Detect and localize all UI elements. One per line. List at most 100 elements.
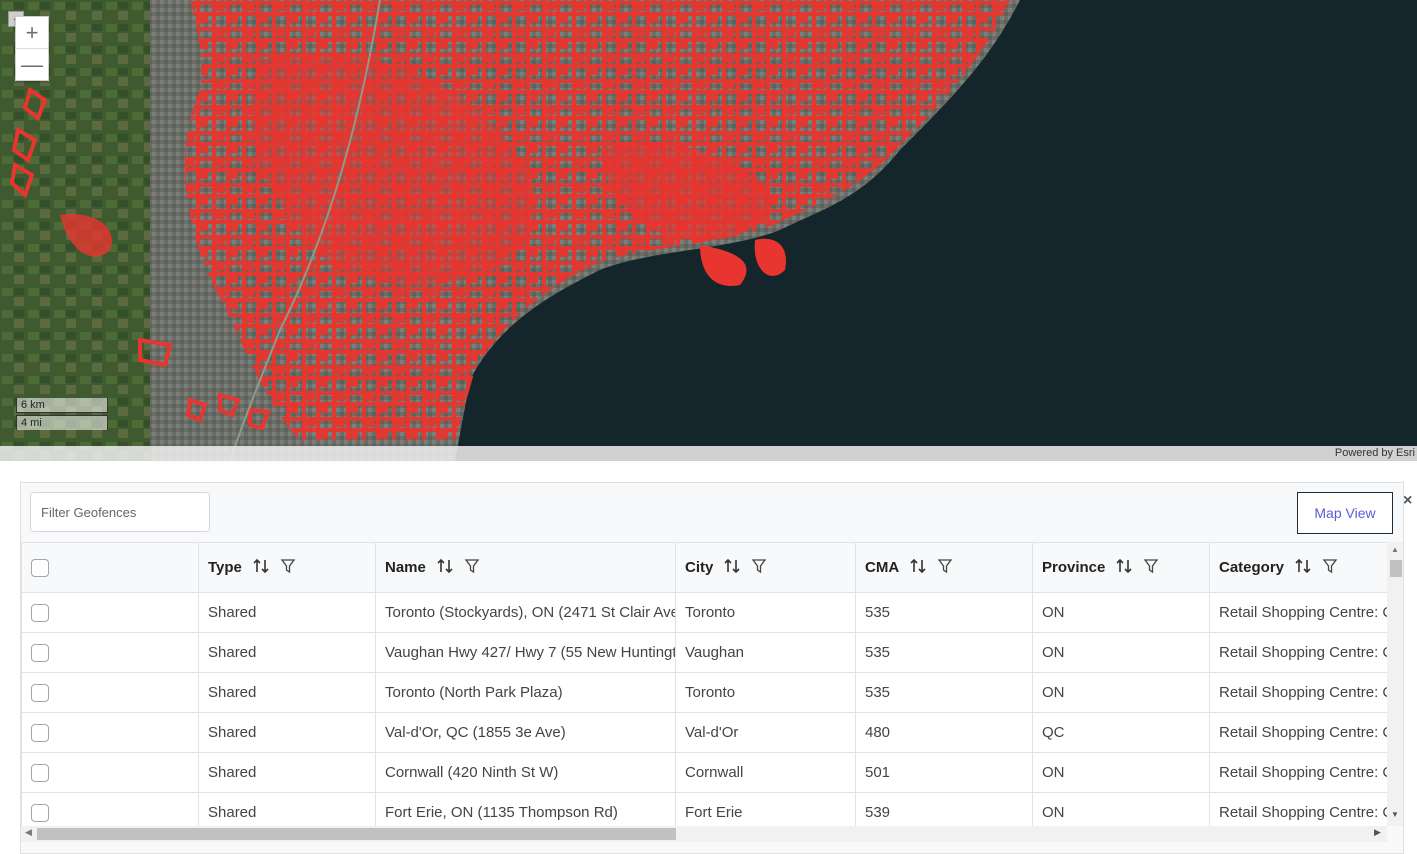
cell-category: Retail Shopping Centre: Community <box>1209 712 1387 753</box>
row-select-cell <box>21 632 199 673</box>
scale-km-label: 6 km <box>16 398 108 413</box>
cell-cma: 539 <box>855 792 1033 826</box>
sort-icon[interactable] <box>909 557 927 579</box>
cell-name: Val-d'Or, QC (1855 3e Ave) <box>375 712 676 753</box>
column-header-category: Category <box>1209 542 1387 593</box>
row-checkbox[interactable] <box>31 723 49 742</box>
geofence-grid: Type Name City CMA <box>21 542 1387 826</box>
column-label: Province <box>1042 559 1106 576</box>
column-label: Type <box>208 559 242 576</box>
sort-icon[interactable] <box>1294 557 1312 579</box>
vertical-scrollbar[interactable]: ▲ ▼ <box>1387 542 1403 826</box>
scroll-left-icon[interactable]: ◀ <box>25 827 32 837</box>
cell-category: Retail Shopping Centre: Community <box>1209 632 1387 673</box>
cell-category: Retail Shopping Centre: Community <box>1209 752 1387 793</box>
sort-icon[interactable] <box>436 557 454 579</box>
filter-geofences-input[interactable] <box>30 492 210 532</box>
cell-cma: 535 <box>855 632 1033 673</box>
cell-province: ON <box>1032 592 1210 633</box>
column-label: Category <box>1219 559 1285 576</box>
table-row[interactable]: Shared Toronto (Stockyards), ON (2471 St… <box>21 592 1387 633</box>
row-select-cell <box>21 752 199 793</box>
table-row[interactable]: Shared Vaughan Hwy 427/ Hwy 7 (55 New Hu… <box>21 632 1387 673</box>
cell-type: Shared <box>198 592 376 633</box>
cell-name: Cornwall (420 Ninth St W) <box>375 752 676 793</box>
cell-category: Retail Shopping Centre: Community <box>1209 592 1387 633</box>
zoom-in-button[interactable]: + <box>25 19 39 45</box>
table-header-row: Type Name City CMA <box>21 542 1387 593</box>
sort-icon[interactable] <box>1115 557 1133 579</box>
cell-province: ON <box>1032 672 1210 713</box>
cell-city: Fort Erie <box>675 792 856 826</box>
cell-province: QC <box>1032 712 1210 753</box>
row-checkbox[interactable] <box>31 603 49 622</box>
cell-cma: 480 <box>855 712 1033 753</box>
cell-province: ON <box>1032 632 1210 673</box>
cell-city: Vaughan <box>675 632 856 673</box>
cell-cma: 535 <box>855 672 1033 713</box>
vertical-scroll-thumb[interactable] <box>1390 560 1402 577</box>
filter-icon[interactable] <box>1322 558 1338 578</box>
table-row[interactable]: Shared Fort Erie, ON (1135 Thompson Rd) … <box>21 792 1387 826</box>
cell-name: Vaughan Hwy 427/ Hwy 7 (55 New Huntingto… <box>375 632 676 673</box>
scale-bar: 6 km 4 mi <box>16 398 108 430</box>
geofence-table-panel: Map View Type Name <box>20 482 1404 854</box>
filter-icon[interactable] <box>751 558 767 578</box>
cell-city: Toronto <box>675 672 856 713</box>
column-label: City <box>685 559 714 576</box>
cell-type: Shared <box>198 712 376 753</box>
cell-province: ON <box>1032 752 1210 793</box>
cell-city: Val-d'Or <box>675 712 856 753</box>
column-header-type: Type <box>198 542 376 593</box>
geofence-table: Type Name City CMA <box>21 542 1387 826</box>
horizontal-scrollbar[interactable]: ◀ ▶ <box>21 826 1387 842</box>
cell-type: Shared <box>198 632 376 673</box>
table-row[interactable]: Shared Toronto (North Park Plaza) Toront… <box>21 672 1387 713</box>
cell-category: Retail Shopping Centre: Community <box>1209 792 1387 826</box>
close-panel-button[interactable]: × <box>1403 492 1413 509</box>
column-header-province: Province <box>1032 542 1210 593</box>
row-checkbox[interactable] <box>31 763 49 782</box>
row-checkbox[interactable] <box>31 643 49 662</box>
sort-icon[interactable] <box>252 557 270 579</box>
map-view-button[interactable]: Map View <box>1297 492 1393 534</box>
row-checkbox[interactable] <box>31 803 49 822</box>
column-header-cma: CMA <box>855 542 1033 593</box>
row-checkbox[interactable] <box>31 683 49 702</box>
horizontal-scroll-thumb[interactable] <box>37 828 676 840</box>
cell-name: Toronto (Stockyards), ON (2471 St Clair … <box>375 592 676 633</box>
row-select-cell <box>21 792 199 826</box>
satellite-basemap <box>0 0 1417 461</box>
map-view[interactable]: ◂ + — 6 km 4 mi Powered by Esri <box>0 0 1417 461</box>
cell-cma: 535 <box>855 592 1033 633</box>
sort-icon[interactable] <box>723 557 741 579</box>
select-all-checkbox[interactable] <box>31 558 49 577</box>
map-attribution[interactable]: Powered by Esri <box>0 446 1417 461</box>
column-header-name: Name <box>375 542 676 593</box>
cell-type: Shared <box>198 672 376 713</box>
scroll-up-icon[interactable]: ▲ <box>1391 545 1399 554</box>
scroll-right-icon[interactable]: ▶ <box>1374 827 1381 837</box>
column-header-city: City <box>675 542 856 593</box>
cell-city: Toronto <box>675 592 856 633</box>
zoom-out-button[interactable]: — <box>16 48 48 80</box>
table-row[interactable]: Shared Val-d'Or, QC (1855 3e Ave) Val-d'… <box>21 712 1387 753</box>
cell-category: Retail Shopping Centre: Community <box>1209 672 1387 713</box>
cell-name: Toronto (North Park Plaza) <box>375 672 676 713</box>
cell-type: Shared <box>198 752 376 793</box>
zoom-control: + — <box>15 16 49 81</box>
column-label: Name <box>385 559 426 576</box>
scale-mi-label: 4 mi <box>16 415 108 430</box>
filter-icon[interactable] <box>464 558 480 578</box>
cell-city: Cornwall <box>675 752 856 793</box>
row-select-cell <box>21 712 199 753</box>
scroll-down-icon[interactable]: ▼ <box>1391 810 1399 819</box>
select-all-cell <box>21 542 199 593</box>
cell-province: ON <box>1032 792 1210 826</box>
filter-icon[interactable] <box>937 558 953 578</box>
filter-icon[interactable] <box>280 558 296 578</box>
table-row[interactable]: Shared Cornwall (420 Ninth St W) Cornwal… <box>21 752 1387 793</box>
column-label: CMA <box>865 559 900 576</box>
filter-icon[interactable] <box>1143 558 1159 578</box>
cell-name: Fort Erie, ON (1135 Thompson Rd) <box>375 792 676 826</box>
